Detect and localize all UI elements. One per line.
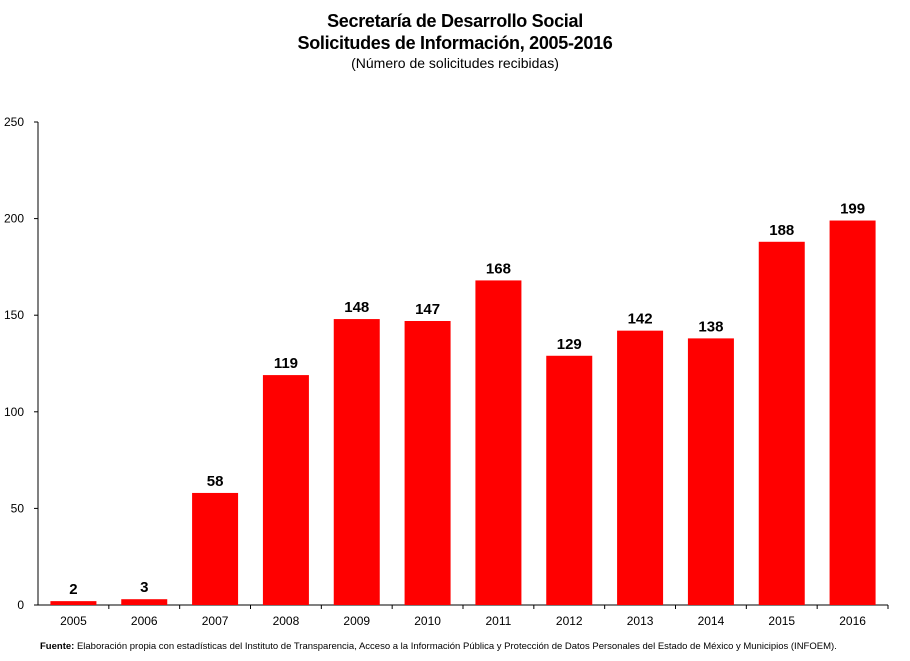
bar-value-label: 138 [698,318,723,335]
bar-value-label: 148 [344,299,369,316]
y-tick-label: 50 [11,501,25,515]
bar [50,601,97,605]
bar [758,241,805,605]
chart-title-block: Secretaría de Desarrollo Social Solicitu… [0,10,910,72]
source-note: Fuente: Elaboración propia con estadísti… [40,641,837,653]
bar [829,220,876,606]
x-tick-label: 2016 [839,614,866,628]
source-label: Fuente: [40,641,75,652]
x-tick-label: 2005 [60,614,87,628]
bar [404,320,451,605]
bar [617,330,664,605]
x-tick-label: 2008 [273,614,300,628]
bar-value-label: 3 [140,579,148,596]
x-tick-label: 2013 [627,614,654,628]
x-tick-label: 2010 [414,614,441,628]
y-tick-label: 200 [4,212,24,226]
chart-title-line-1: Secretaría de Desarrollo Social [327,11,583,31]
bar-value-label: 168 [486,260,511,277]
x-tick-label: 2006 [131,614,158,628]
chart-title-line-2: Solicitudes de Información, 2005-2016 [297,33,613,53]
bar-value-label: 142 [628,311,653,328]
bar [262,375,309,605]
x-tick-label: 2012 [556,614,583,628]
bar-value-label: 119 [274,355,298,372]
bar [475,280,522,605]
bar-value-label: 129 [557,336,582,353]
x-tick-label: 2007 [202,614,229,628]
x-tick-label: 2015 [768,614,795,628]
bar-value-label: 58 [207,473,224,490]
bar-value-label: 188 [769,222,794,239]
bar-value-label: 147 [415,301,440,318]
x-tick-label: 2011 [486,614,512,628]
bar [121,599,168,605]
y-tick-label: 0 [17,598,24,612]
source-text: Elaboración propia con estadísticas del … [76,641,837,652]
bar [192,492,239,605]
x-tick-label: 2009 [343,614,370,628]
y-tick-label: 250 [4,115,24,129]
bar-value-label: 2 [69,581,77,598]
bar [546,355,593,605]
bar [333,319,380,605]
bar-value-label: 199 [840,201,865,218]
y-tick-label: 100 [4,405,24,419]
chart-subtitle: (Número de solicitudes recibidas) [351,55,559,71]
y-tick-label: 150 [4,308,24,322]
x-tick-label: 2014 [698,614,725,628]
bar [687,338,734,605]
